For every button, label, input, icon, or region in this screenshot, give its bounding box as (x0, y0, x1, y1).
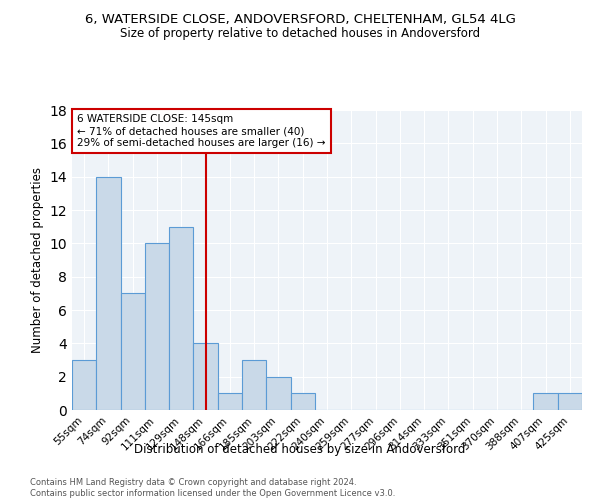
Bar (290, 394, 315, 410)
Bar (121, 294, 145, 410)
Bar (533, 394, 558, 410)
Bar (266, 376, 290, 410)
Bar (242, 360, 266, 410)
Y-axis label: Number of detached properties: Number of detached properties (31, 167, 44, 353)
Text: Size of property relative to detached houses in Andoversford: Size of property relative to detached ho… (120, 28, 480, 40)
Bar (558, 394, 582, 410)
Text: Distribution of detached houses by size in Andoversford: Distribution of detached houses by size … (134, 442, 466, 456)
Bar (193, 344, 218, 410)
Text: Contains HM Land Registry data © Crown copyright and database right 2024.
Contai: Contains HM Land Registry data © Crown c… (30, 478, 395, 498)
Bar (145, 244, 169, 410)
Bar (169, 226, 193, 410)
Bar (218, 394, 242, 410)
Text: 6 WATERSIDE CLOSE: 145sqm
← 71% of detached houses are smaller (40)
29% of semi-: 6 WATERSIDE CLOSE: 145sqm ← 71% of detac… (77, 114, 326, 148)
Bar (96, 176, 121, 410)
Bar (72, 360, 96, 410)
Text: 6, WATERSIDE CLOSE, ANDOVERSFORD, CHELTENHAM, GL54 4LG: 6, WATERSIDE CLOSE, ANDOVERSFORD, CHELTE… (85, 12, 515, 26)
